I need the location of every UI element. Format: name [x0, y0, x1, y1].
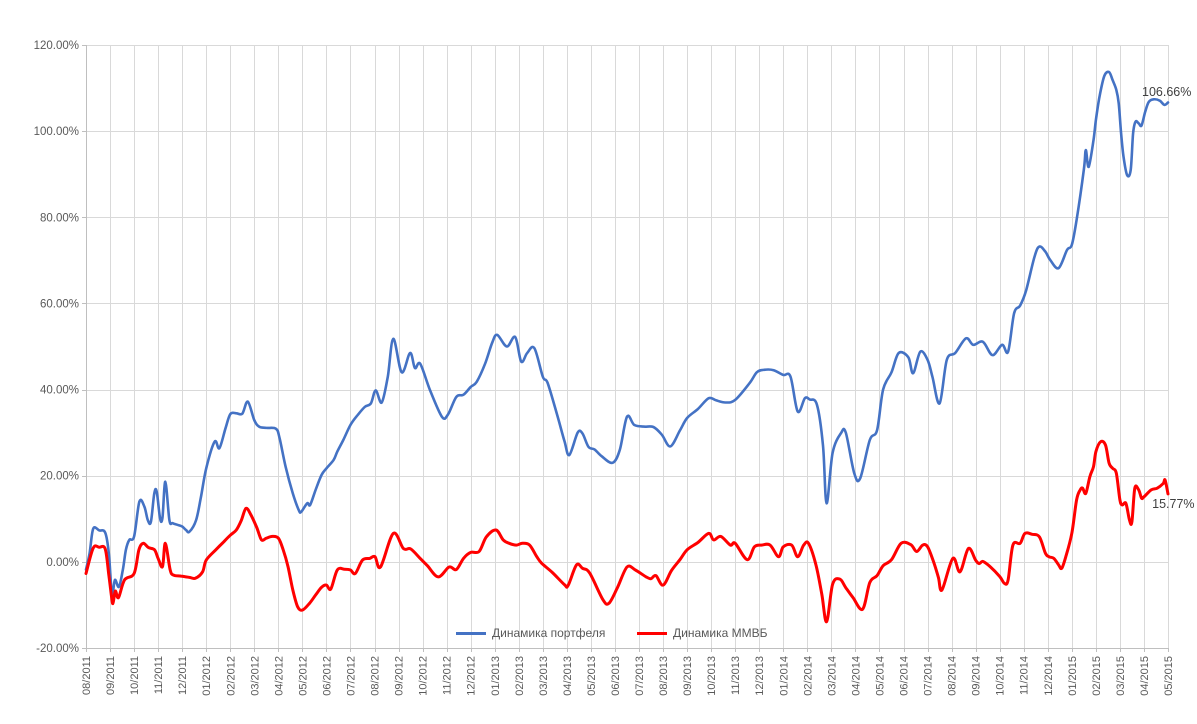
svg-text:0.00%: 0.00%: [46, 557, 79, 569]
svg-text:05/2015: 05/2015: [1163, 656, 1175, 696]
svg-text:02/2012: 02/2012: [225, 656, 237, 696]
svg-text:07/2014: 07/2014: [923, 656, 935, 696]
svg-text:04/2013: 04/2013: [562, 656, 574, 696]
x-tick-labels: 08/2011 09/2011 10/2011 11/2011 12/2011 01/20…: [81, 656, 1175, 696]
svg-text:10/2013: 10/2013: [706, 656, 718, 696]
annotation-micex-end-value: 15.77%: [1152, 497, 1194, 511]
svg-text:120.00%: 120.00%: [34, 40, 79, 52]
svg-text:07/2012: 07/2012: [345, 656, 357, 696]
svg-text:07/2013: 07/2013: [634, 656, 646, 696]
svg-text:08/2014: 08/2014: [947, 656, 959, 696]
svg-text:01/2014: 01/2014: [778, 656, 790, 696]
svg-text:09/2012: 09/2012: [394, 656, 406, 696]
svg-text:12/2011: 12/2011: [177, 656, 189, 695]
series-line-micex: [84, 439, 1170, 624]
svg-text:11/2011: 11/2011: [153, 656, 165, 694]
svg-text:01/2013: 01/2013: [490, 656, 502, 696]
svg-text:08/2012: 08/2012: [370, 656, 382, 696]
y-gridlines: [86, 45, 1168, 649]
svg-text:10/2011: 10/2011: [129, 656, 141, 695]
svg-text:12/2013: 12/2013: [754, 656, 766, 696]
svg-text:09/2014: 09/2014: [971, 656, 983, 696]
svg-text:12/2014: 12/2014: [1043, 656, 1055, 696]
svg-text:03/2013: 03/2013: [538, 656, 550, 696]
svg-text:40.00%: 40.00%: [40, 385, 79, 397]
svg-text:05/2013: 05/2013: [586, 656, 598, 696]
svg-text:10/2012: 10/2012: [418, 656, 430, 696]
svg-text:04/2012: 04/2012: [273, 656, 285, 696]
svg-text:-20.00%: -20.00%: [36, 643, 79, 655]
svg-text:01/2015: 01/2015: [1067, 656, 1079, 696]
svg-text:03/2015: 03/2015: [1115, 656, 1127, 696]
svg-text:04/2015: 04/2015: [1139, 656, 1151, 696]
annotation-portfolio-end-value: 106.66%: [1142, 85, 1191, 99]
y-tick-labels: -20.00% 0.00% 20.00% 40.00% 60.00% 80.00% 100.…: [34, 40, 79, 655]
svg-text:02/2015: 02/2015: [1091, 656, 1103, 696]
svg-text:09/2011: 09/2011: [105, 656, 117, 695]
svg-text:20.00%: 20.00%: [40, 471, 79, 483]
svg-text:08/2011: 08/2011: [81, 656, 93, 695]
svg-text:05/2012: 05/2012: [297, 656, 309, 696]
svg-text:12/2012: 12/2012: [466, 656, 478, 696]
svg-text:06/2014: 06/2014: [899, 656, 911, 696]
svg-text:11/2012: 11/2012: [442, 656, 454, 695]
svg-text:01/2012: 01/2012: [201, 656, 213, 696]
x-gridlines: [86, 45, 1169, 648]
series-line-portfolio: [84, 70, 1170, 598]
svg-text:05/2014: 05/2014: [874, 656, 886, 696]
svg-text:02/2013: 02/2013: [514, 656, 526, 696]
svg-text:03/2014: 03/2014: [826, 656, 838, 696]
svg-text:09/2013: 09/2013: [682, 656, 694, 696]
svg-text:60.00%: 60.00%: [40, 298, 79, 310]
svg-text:80.00%: 80.00%: [40, 212, 79, 224]
svg-text:04/2014: 04/2014: [850, 656, 862, 696]
svg-text:11/2013: 11/2013: [730, 656, 742, 695]
svg-text:11/2014: 11/2014: [1019, 656, 1031, 695]
svg-text:100.00%: 100.00%: [34, 126, 79, 138]
svg-text:02/2014: 02/2014: [802, 656, 814, 696]
svg-text:03/2012: 03/2012: [249, 656, 261, 696]
svg-text:06/2013: 06/2013: [610, 656, 622, 696]
axes: [82, 45, 1169, 652]
svg-text:10/2014: 10/2014: [995, 656, 1007, 696]
svg-text:08/2013: 08/2013: [658, 656, 670, 696]
svg-text:06/2012: 06/2012: [321, 656, 333, 696]
